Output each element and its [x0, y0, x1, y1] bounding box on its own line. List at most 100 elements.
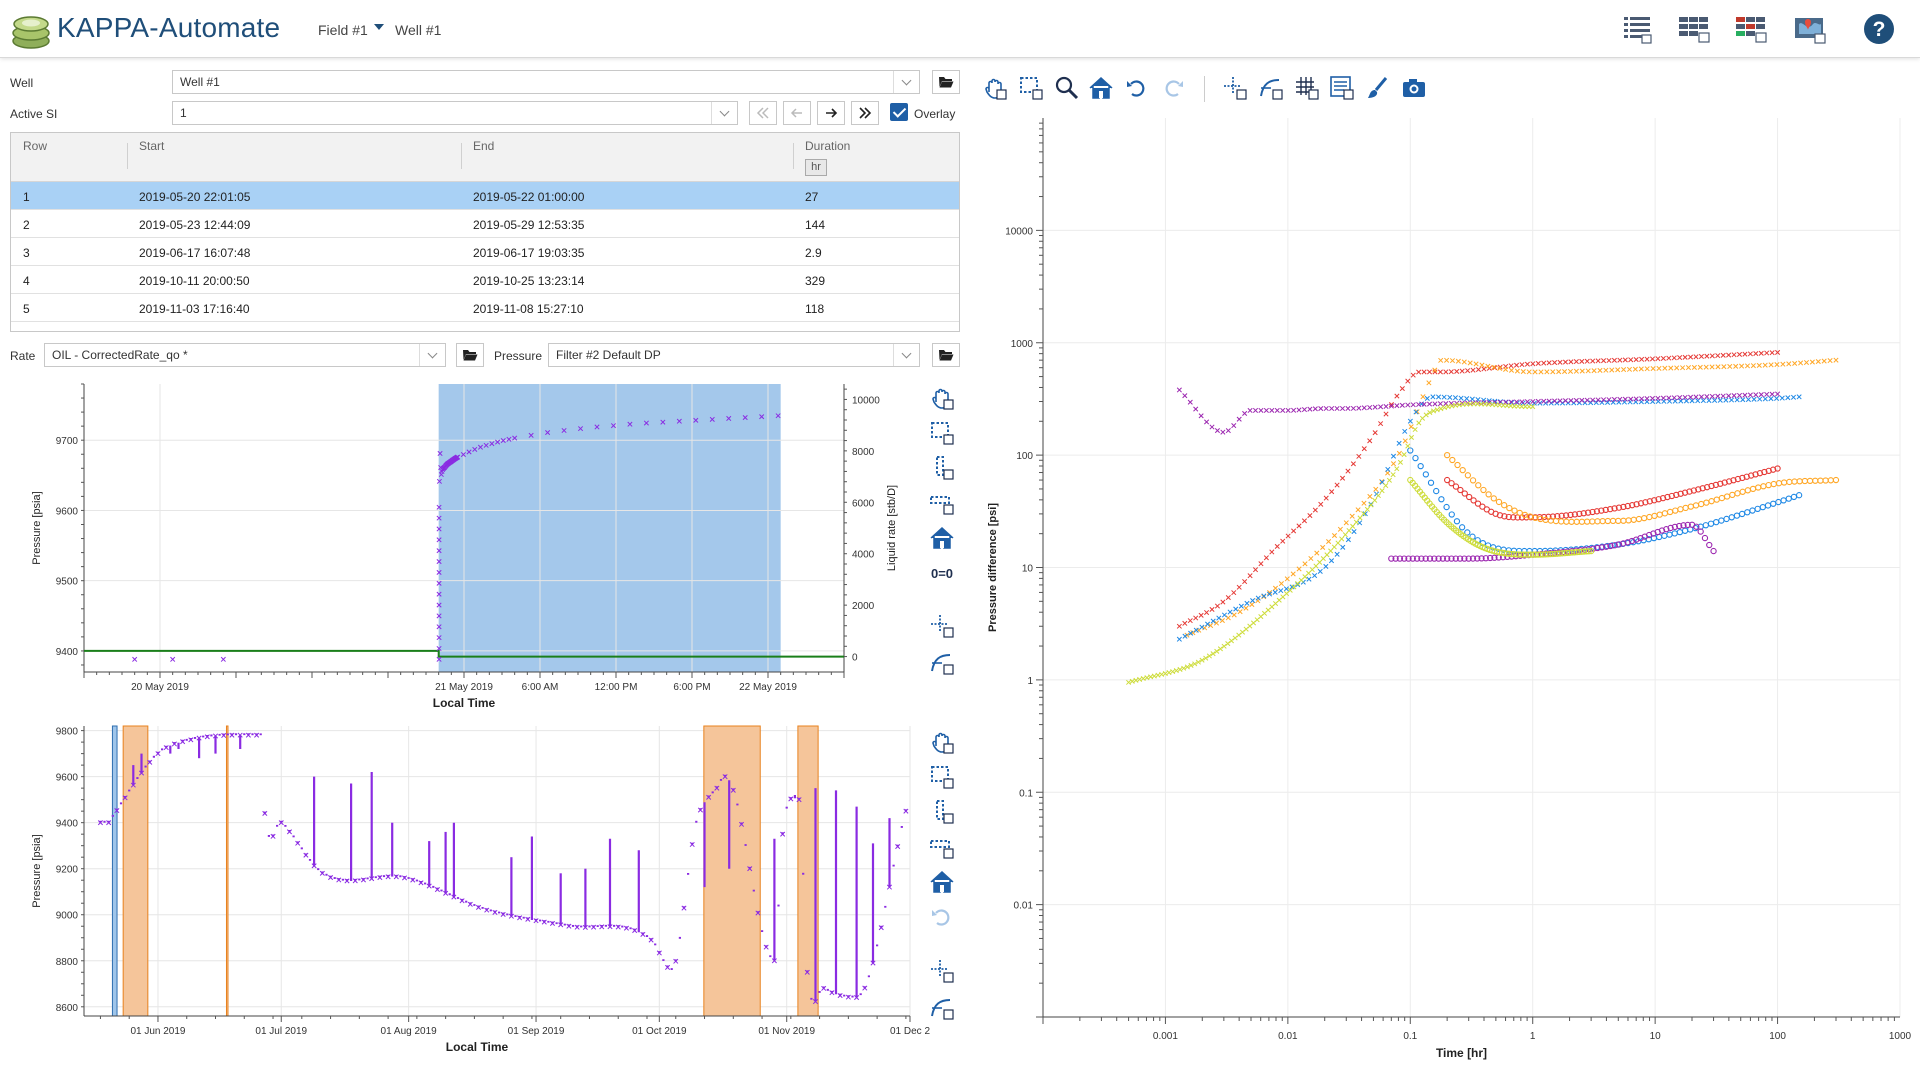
table-row[interactable]: 1 2019-05-20 22:01:05 2019-05-22 01:00:0…: [11, 182, 959, 210]
pressure-marker: [673, 958, 679, 964]
zoom-button[interactable]: [1053, 74, 1081, 102]
curve-tool-button[interactable]: [928, 649, 956, 677]
shut-in-period-band[interactable]: [438, 384, 781, 672]
map-view-icon[interactable]: [1793, 12, 1827, 46]
style-brush-button[interactable]: [1364, 74, 1392, 102]
pressure-change-marker: [1541, 398, 1547, 404]
breadcrumb-field[interactable]: Field #1: [318, 22, 368, 38]
previous-si-button[interactable]: [783, 101, 811, 125]
pressure-select[interactable]: Filter #2 Default DP: [548, 343, 920, 367]
column-header-start[interactable]: Start: [139, 139, 165, 153]
snapshot-button[interactable]: [1400, 74, 1428, 102]
shut-in-band[interactable]: [111, 725, 118, 1017]
pressure-change-marker: [1155, 672, 1161, 678]
column-header-row[interactable]: Row: [23, 139, 48, 153]
pressure-change-marker: [1546, 398, 1552, 404]
derivative-marker: [1655, 496, 1662, 503]
rate-select[interactable]: OIL - CorrectedRate_qo *: [44, 343, 446, 367]
shut-in-band[interactable]: [122, 725, 149, 1017]
chevron-down-icon[interactable]: [419, 344, 445, 366]
log-log-derivative-chart[interactable]: 0.001 0.01 0.1 1 10 100 1000 10000 1000 100 10 1 0.1…: [975, 110, 1915, 1060]
crosshair-button[interactable]: [928, 612, 956, 640]
colored-table-icon[interactable]: [1734, 12, 1768, 46]
home-button[interactable]: [928, 524, 956, 552]
pan-button[interactable]: [928, 384, 956, 412]
x-zoom-button[interactable]: [928, 489, 956, 517]
aspect-ratio-button[interactable]: 0=0: [928, 559, 956, 587]
pressure-marker: [170, 656, 176, 662]
shut-in-zoom-chart[interactable]: 20 May 2019 21 May 2019 6:00 AM 12:00 PM 6:0…: [0, 380, 930, 710]
first-si-button[interactable]: [749, 101, 777, 125]
derivative-marker: [1673, 491, 1680, 499]
y-zoom-button[interactable]: [928, 454, 956, 482]
grid-toggle-button[interactable]: [1293, 74, 1321, 102]
box-zoom-button[interactable]: [1017, 74, 1045, 102]
derivative-marker: [1475, 482, 1482, 489]
chevron-down-icon[interactable]: [893, 71, 919, 93]
pressure-change-marker: [1556, 369, 1562, 375]
pressure-history-chart[interactable]: 01 Jun 2019 01 Jul 2019 01 Aug 2019 01 Sep …: [0, 720, 930, 1060]
derivative-marker: [1409, 555, 1416, 562]
undo-button[interactable]: [1123, 74, 1151, 102]
column-header-end[interactable]: End: [473, 139, 495, 153]
table-row[interactable]: 3 2019-06-17 16:07:48 2019-06-17 19:03:3…: [11, 238, 959, 266]
curve-tool-button[interactable]: [928, 994, 956, 1022]
home-button[interactable]: [1087, 74, 1115, 102]
plot-area[interactable]: [84, 726, 910, 1016]
table-view-icon[interactable]: [1677, 12, 1711, 46]
column-divider[interactable]: [793, 143, 794, 169]
x-zoom-button[interactable]: [928, 833, 956, 861]
column-header-duration[interactable]: Duration: [805, 139, 851, 153]
active-si-select[interactable]: 1: [172, 101, 738, 125]
last-si-button[interactable]: [851, 101, 879, 125]
next-si-button[interactable]: [817, 101, 845, 125]
y-zoom-button[interactable]: [928, 798, 956, 826]
legend-button[interactable]: [1328, 74, 1356, 102]
duration-unit-badge[interactable]: hr: [805, 159, 827, 176]
table-row[interactable]: 5 2019-11-03 17:16:40 2019-11-08 15:27:1…: [11, 294, 959, 322]
derivative-marker: [1567, 511, 1574, 519]
pressure-marker: [709, 416, 715, 422]
rate-browse-button[interactable]: [456, 343, 484, 367]
box-zoom-button[interactable]: [928, 763, 956, 791]
pan-button[interactable]: [928, 728, 956, 756]
pressure-change-marker: [1617, 357, 1623, 363]
home-button[interactable]: [928, 868, 956, 896]
y-tick-label: 9500: [56, 577, 79, 588]
pan-button[interactable]: [981, 74, 1009, 102]
curve-tool-button[interactable]: [1257, 74, 1285, 102]
chevron-down-icon[interactable]: [374, 24, 384, 30]
chevron-down-icon[interactable]: [711, 102, 737, 124]
crosshair-button[interactable]: [1221, 74, 1249, 102]
pressure-marker: [436, 569, 442, 575]
table-row[interactable]: 4 2019-10-11 20:00:50 2019-10-25 13:23:1…: [11, 266, 959, 294]
table-row[interactable]: 2 2019-05-23 12:44:09 2019-05-29 12:53:3…: [11, 210, 959, 238]
column-divider[interactable]: [127, 143, 128, 169]
shut-in-band[interactable]: [225, 725, 229, 1017]
pressure-change-marker: [1337, 526, 1343, 532]
pressure-browse-button[interactable]: [932, 343, 960, 367]
pressure-marker: [106, 820, 112, 826]
pressure-marker: [171, 741, 177, 747]
pressure-change-marker: [1715, 393, 1721, 399]
pressure-change-marker: [1503, 399, 1509, 405]
crosshair-button[interactable]: [928, 957, 956, 985]
list-view-icon[interactable]: [1620, 12, 1654, 46]
well-browse-button[interactable]: [932, 70, 960, 94]
column-divider[interactable]: [461, 143, 462, 169]
well-select[interactable]: Well #1: [172, 70, 920, 94]
pressure-change-marker: [1301, 407, 1308, 413]
undo-button[interactable]: [928, 903, 956, 931]
box-zoom-button[interactable]: [928, 419, 956, 447]
pressure-change-marker: [1274, 407, 1280, 413]
chevron-down-icon[interactable]: [893, 344, 919, 366]
breadcrumb-well[interactable]: Well #1: [395, 22, 442, 38]
app-title[interactable]: KAPPA-Automate: [57, 12, 281, 43]
help-icon[interactable]: ?: [1862, 12, 1896, 46]
pressure-change-marker: [1421, 369, 1427, 375]
overlay-checkbox[interactable]: [890, 103, 908, 121]
pressure-marker: [903, 808, 909, 814]
pressure-change-marker: [1317, 559, 1323, 565]
pressure-change-marker: [1307, 513, 1313, 519]
redo-button[interactable]: [1159, 74, 1187, 102]
